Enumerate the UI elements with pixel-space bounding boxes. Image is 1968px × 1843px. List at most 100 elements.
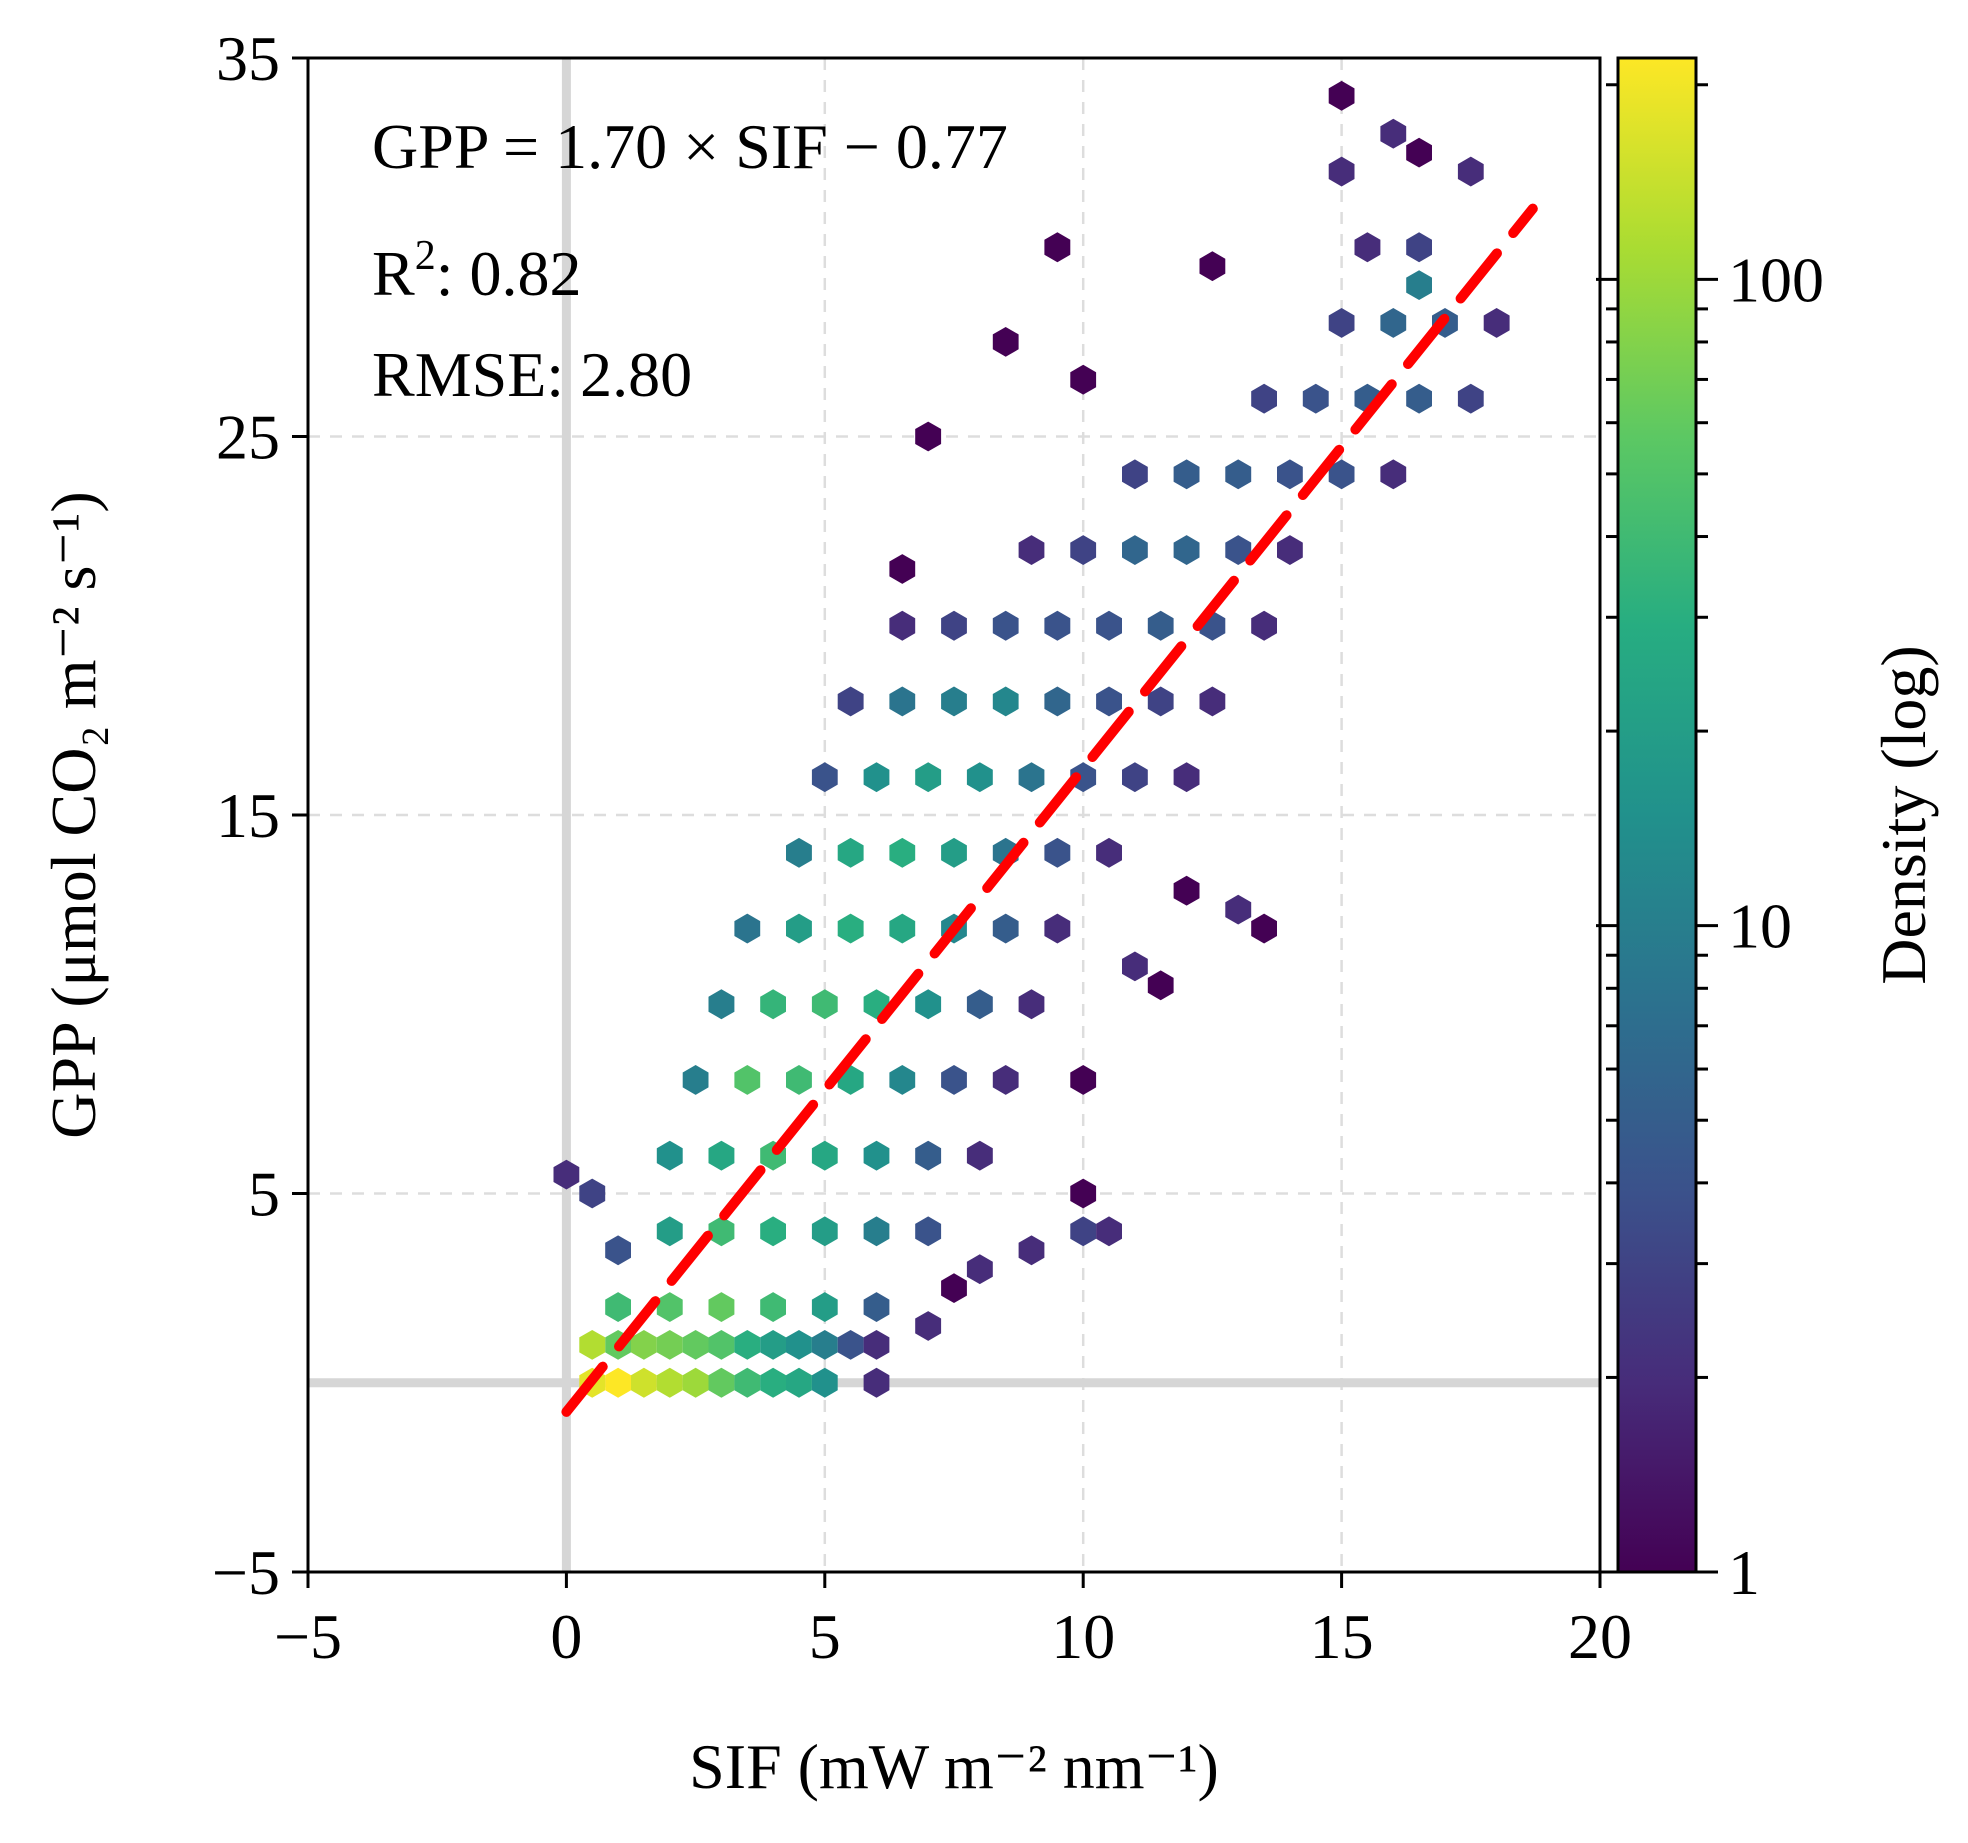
hexbin-cell [863, 1292, 890, 1322]
hexbin-cell [1328, 459, 1355, 490]
hexbin-cell [734, 913, 761, 944]
hexbin-cell [760, 1367, 786, 1398]
hexbin-cell [1096, 837, 1122, 868]
hexbin-cell [1044, 686, 1071, 717]
hexbin-cell [889, 837, 916, 868]
hexbin-cell [656, 1330, 683, 1360]
hexbin-cell [941, 610, 967, 641]
hexbin-cell [1147, 610, 1174, 641]
hexbin-cell [631, 1367, 657, 1398]
hexbin-cell [1225, 894, 1252, 925]
hexbin-cell [605, 1367, 631, 1398]
hexbin-cell [1173, 535, 1200, 565]
hexbin-cell [1406, 383, 1432, 414]
hexbin-cell [1225, 535, 1252, 565]
hexbin-cell [760, 989, 786, 1020]
hexbin-cell [1199, 686, 1226, 717]
hexbin-cell [811, 989, 838, 1020]
hexbin-cell [837, 686, 864, 717]
hexbin-cell [1070, 1178, 1097, 1209]
y-tick-label: 35 [216, 23, 280, 94]
hexbin-cell [966, 989, 993, 1020]
fit-line [561, 203, 1538, 1417]
hexbin-cell [1122, 951, 1148, 982]
colorbar-tick-label: 10 [1728, 891, 1792, 962]
x-tick-label: 5 [809, 1601, 841, 1672]
hexbin-cell [682, 1065, 709, 1095]
hexbin-cell [579, 1330, 606, 1360]
hexbin-cell [1173, 762, 1200, 793]
hexbin-cell [682, 1367, 709, 1398]
hexbin-cell [1406, 270, 1432, 300]
hexbin-cell [941, 686, 967, 717]
hexbin-cell [1380, 459, 1407, 490]
hexbin-cell [1070, 364, 1097, 395]
x-tick-label: 0 [550, 1601, 582, 1672]
hexbin-cell [1406, 232, 1432, 263]
hexbin-cell [1251, 383, 1277, 414]
hexbin-cell [992, 686, 1019, 717]
hexbin-cell [553, 1159, 580, 1190]
hexbin-cell [1457, 383, 1484, 414]
hexbin-cell [1044, 913, 1071, 944]
hexbin-cell [656, 1292, 683, 1322]
hexbin-cell [1018, 762, 1045, 793]
fit-equation: GPP = 1.70 × SIF − 0.77 [372, 111, 1008, 182]
y-axis-ticks: −5 5 15 25 35 [212, 23, 308, 1608]
x-tick-label: 15 [1310, 1601, 1374, 1672]
hexbin-cell [941, 837, 967, 868]
hexbin-cell [1147, 970, 1174, 1001]
hexbin-cell [941, 1065, 967, 1095]
x-tick-label: −5 [274, 1601, 342, 1672]
hexbin-cell [1277, 459, 1303, 490]
hexbin-cell [1122, 535, 1148, 565]
hexbin-cell [1457, 156, 1484, 187]
hexbin-cell [708, 989, 735, 1020]
hexbin-cell [734, 1330, 761, 1360]
colorbar-ticks: 1 10 100 [1596, 83, 1824, 1608]
hexbin-cell [1173, 459, 1200, 490]
hexbin-cell [1354, 232, 1381, 263]
hexbin-cell [708, 1330, 735, 1360]
reference-lines [308, 58, 1600, 1572]
rmse-annotation: RMSE: 2.80 [372, 339, 692, 410]
hexbin-cell [863, 1330, 890, 1360]
hexbin-cell [656, 1140, 683, 1171]
colorbar-tick-label: 100 [1728, 244, 1824, 315]
x-tick-label: 10 [1051, 1601, 1115, 1672]
r2-superscript: 2 [415, 233, 436, 279]
x-axis-label: SIF (mW m⁻² nm⁻¹) [689, 1731, 1219, 1802]
hexbin-cell [863, 762, 890, 793]
y-tick-label: 5 [248, 1159, 280, 1230]
hexbin-cell [889, 686, 916, 717]
hexbin-cell [915, 1311, 942, 1341]
hexbin-cell [1096, 686, 1122, 717]
hexbin-cell [915, 989, 942, 1020]
hexbin-cell [1044, 837, 1071, 868]
r2-label: R [372, 238, 415, 309]
hexbin-cell [915, 1216, 942, 1247]
hexbin-cell [656, 1216, 683, 1247]
hexbin-cell [1070, 1065, 1097, 1095]
hexbin-cell [786, 837, 812, 868]
hexbin-cell [992, 913, 1019, 944]
y-tick-label: 25 [216, 402, 280, 473]
hexbin-cell [1380, 308, 1407, 338]
hexbin-cell [837, 837, 864, 868]
hexbin-cell [656, 1367, 683, 1398]
y-axis-label: GPP (μmol CO₂ m⁻² s⁻¹) [38, 491, 109, 1138]
hexbin-cell [966, 762, 993, 793]
hexbin-cell [708, 1292, 735, 1322]
hexbin-cell [889, 610, 916, 641]
hexbin-cell [915, 762, 942, 793]
r2-value: : 0.82 [436, 238, 582, 309]
hexbin-cell [1328, 80, 1355, 111]
hexbin-cell [863, 1140, 890, 1171]
hexbin-cell [811, 1140, 838, 1171]
hexbin-cell [992, 610, 1019, 641]
hexbin-cell [1096, 610, 1122, 641]
hexbin-cells [553, 80, 1510, 1398]
hexbin-cell [811, 1216, 838, 1247]
hexbin-cell [734, 1065, 761, 1095]
